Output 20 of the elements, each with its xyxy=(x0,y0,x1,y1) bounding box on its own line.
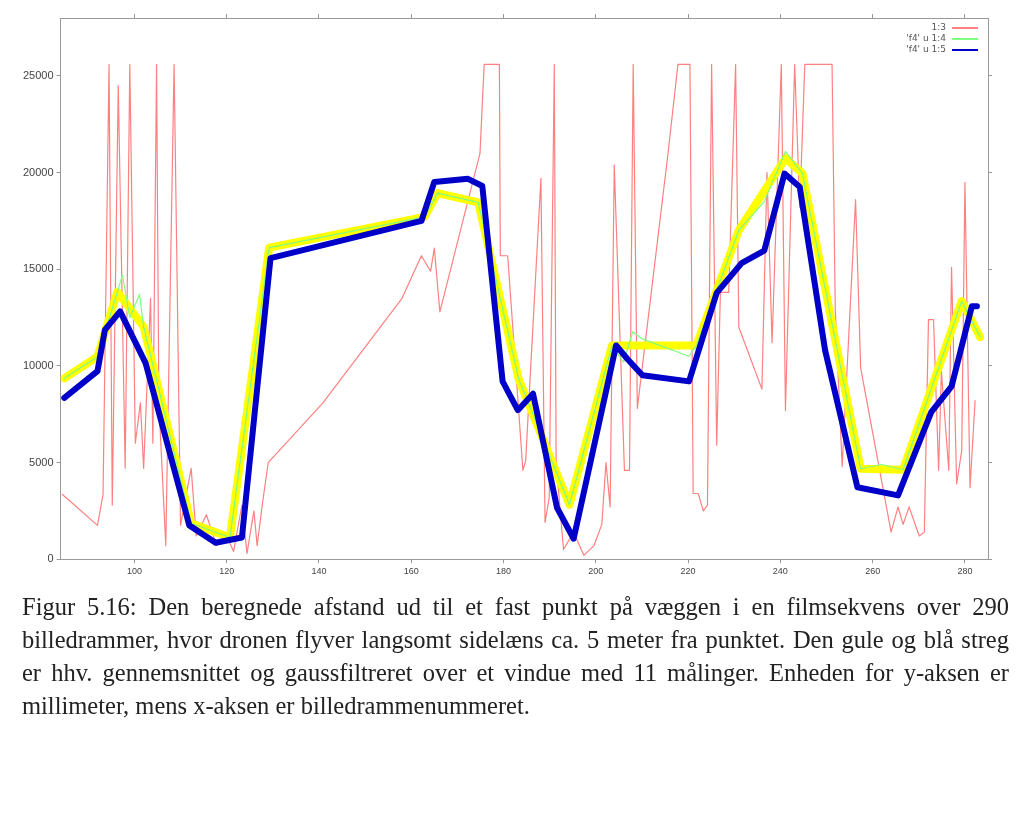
x-tick-label: 240 xyxy=(772,566,788,577)
legend-label: 'f4' u 1:4 xyxy=(906,33,947,44)
y-tick-label: 20000 xyxy=(22,165,54,178)
x-tick-label: 220 xyxy=(680,566,696,577)
x-tick-label: 160 xyxy=(403,566,419,577)
x-tick-label: 180 xyxy=(496,566,512,577)
x-tick-label: 260 xyxy=(865,566,881,577)
text: Figur 5.16: Den beregnede afstand ud til et fast punkt på væggen i en filmsekvens over 290 billedrammer, hvor dronen flyver langsomt sidelæns ca. 5 meter fra punktet. Den gule og blå streg er hhv. gennemsnittet og gaussfiltreret over et vindue med 11 målinger. Enheden for y-aksen er millimeter, mens x-aksen er billedrammenummeret. xyxy=(22,592,1009,721)
legend-label: 1:3 xyxy=(931,22,946,33)
y-tick-label: 10000 xyxy=(22,358,54,371)
x-tick-label: 120 xyxy=(219,566,235,577)
x-tick-label: 100 xyxy=(126,566,142,577)
x-tick-label: 280 xyxy=(957,566,973,577)
y-tick-label: 0 xyxy=(47,552,54,565)
legend-label: 'f4' u 1:5 xyxy=(906,44,947,55)
x-tick-label: 140 xyxy=(311,566,327,577)
y-tick-label: 25000 xyxy=(22,69,54,82)
x-tick-label: 200 xyxy=(588,566,604,577)
y-tick-label: 15000 xyxy=(22,262,54,275)
y-tick-label: 5000 xyxy=(29,455,54,468)
